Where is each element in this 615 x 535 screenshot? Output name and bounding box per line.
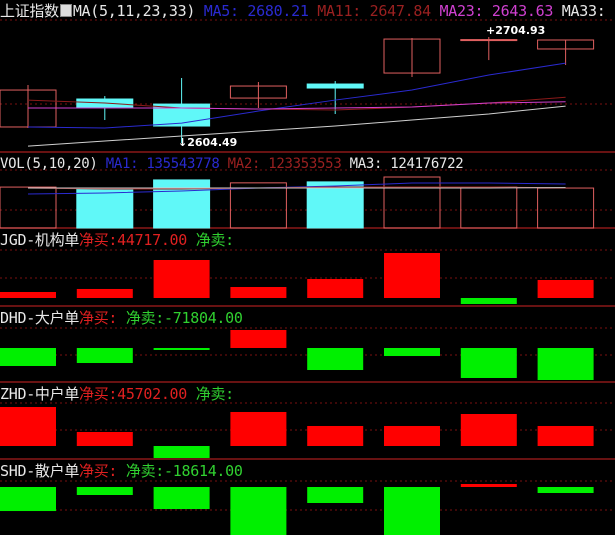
flow-bar: [230, 287, 287, 298]
volume-bar: [537, 187, 595, 229]
sell-label: 净卖:: [195, 231, 234, 249]
dhd-header: DHD-大户单净买: 净卖:-71804.00: [0, 309, 243, 327]
flow-bar: [153, 445, 210, 458]
panel-title: JGD-机构单: [0, 231, 80, 249]
ma23-value: MA23: 2643.63: [439, 2, 554, 20]
candle-body: [383, 38, 441, 74]
volume-bar: [306, 181, 364, 229]
flow-bar: [76, 288, 133, 298]
flow-bar: [307, 347, 364, 371]
buy-value: 44717.00: [117, 231, 188, 249]
volume-ma-line: [27, 186, 566, 190]
indicator-chart-icon[interactable]: [59, 4, 72, 17]
flow-bar: [0, 291, 56, 298]
panel-title: DHD-大户单: [0, 309, 80, 327]
flow-bar: [384, 252, 440, 298]
flow-bar: [460, 297, 517, 304]
volume-bar: [460, 186, 518, 229]
vol-title: VOL(5,10,20): [0, 156, 98, 172]
buy-label: 净买:: [79, 462, 118, 480]
jgd-header: JGD-机构单净买:44717.00 净卖:: [0, 231, 234, 249]
vol-ma3: MA3: 124176722: [349, 156, 464, 172]
flow-bar: [153, 259, 210, 298]
flow-bar: [76, 487, 133, 495]
volume-bar: [76, 187, 134, 229]
flow-bar: [153, 347, 210, 350]
flow-bar: [230, 487, 287, 535]
ma-title: MA(5,11,23,33): [72, 2, 196, 20]
flow-bar: [384, 425, 440, 446]
flow-bar: [76, 431, 133, 446]
flow-bar: [384, 487, 440, 535]
high-marker: +2704.93: [486, 24, 546, 37]
buy-label: 净买:: [79, 231, 118, 249]
candle-body: [306, 83, 364, 89]
panel-title: ZHD-中户单: [0, 385, 80, 403]
sell-label: 净卖:: [125, 309, 165, 327]
price-header: 上证指数 MA(5,11,23,33) MA5: 2680.21 MA11: 26…: [0, 2, 606, 20]
flow-bar: [537, 425, 594, 446]
flow-bar: [76, 347, 133, 364]
flow-bar: [0, 347, 56, 366]
candle-body: [537, 39, 595, 50]
flow-bar: [537, 279, 594, 298]
flow-bar: [230, 329, 287, 348]
ma-line-ma5: [27, 62, 566, 129]
flow-bar: [460, 484, 517, 487]
ma11-value: MA11: 2647.84: [317, 2, 431, 20]
ma33-value: MA33:: [561, 2, 606, 20]
buy-label: 净买:: [79, 385, 118, 403]
index-name: 上证指数: [0, 2, 59, 20]
flow-bar: [537, 487, 594, 494]
flow-bar: [460, 347, 517, 378]
flow-bar: [0, 406, 56, 446]
candle-body: [229, 85, 287, 99]
buy-label: 净买:: [79, 309, 118, 327]
flow-bar: [230, 411, 287, 446]
zhd-header: ZHD-中户单净买:45702.00 净卖:: [0, 385, 234, 403]
flow-bar: [307, 425, 364, 446]
low-marker: ↓2604.49: [178, 136, 238, 149]
buy-value: 45702.00: [117, 385, 188, 403]
vol-ma2: MA2: 123353553: [227, 156, 342, 172]
sell-label: 净卖:: [125, 462, 165, 480]
flow-bar: [307, 487, 364, 503]
sell-value: -71804.00: [164, 309, 243, 327]
volume-bar: [229, 182, 287, 229]
sell-value: -18614.00: [164, 462, 243, 480]
volume-bar: [383, 176, 441, 229]
sell-label: 净卖:: [195, 385, 234, 403]
flow-bar: [384, 347, 440, 357]
volume-ma-line: [27, 182, 566, 195]
flow-bar: [0, 487, 56, 512]
flow-bar: [460, 413, 517, 446]
ma5-value: MA5: 2680.21: [203, 2, 309, 20]
flow-bar: [153, 487, 210, 510]
flow-bar: [307, 278, 364, 298]
panel-title: SHD-散户单: [0, 462, 80, 480]
ma-line-ma33: [27, 105, 566, 147]
shd-header: SHD-散户单净买: 净卖:-18614.00: [0, 462, 243, 480]
volume-bar: [153, 179, 211, 229]
vol-ma1: MA1: 135543778: [105, 156, 220, 172]
candle-body: [460, 39, 518, 42]
volume-bar: [0, 186, 57, 229]
flow-bar: [537, 347, 594, 380]
volume-header: VOL(5,10,20) MA1: 135543778 MA2: 1233535…: [0, 155, 464, 173]
ma-line-ma23: [28, 101, 566, 110]
